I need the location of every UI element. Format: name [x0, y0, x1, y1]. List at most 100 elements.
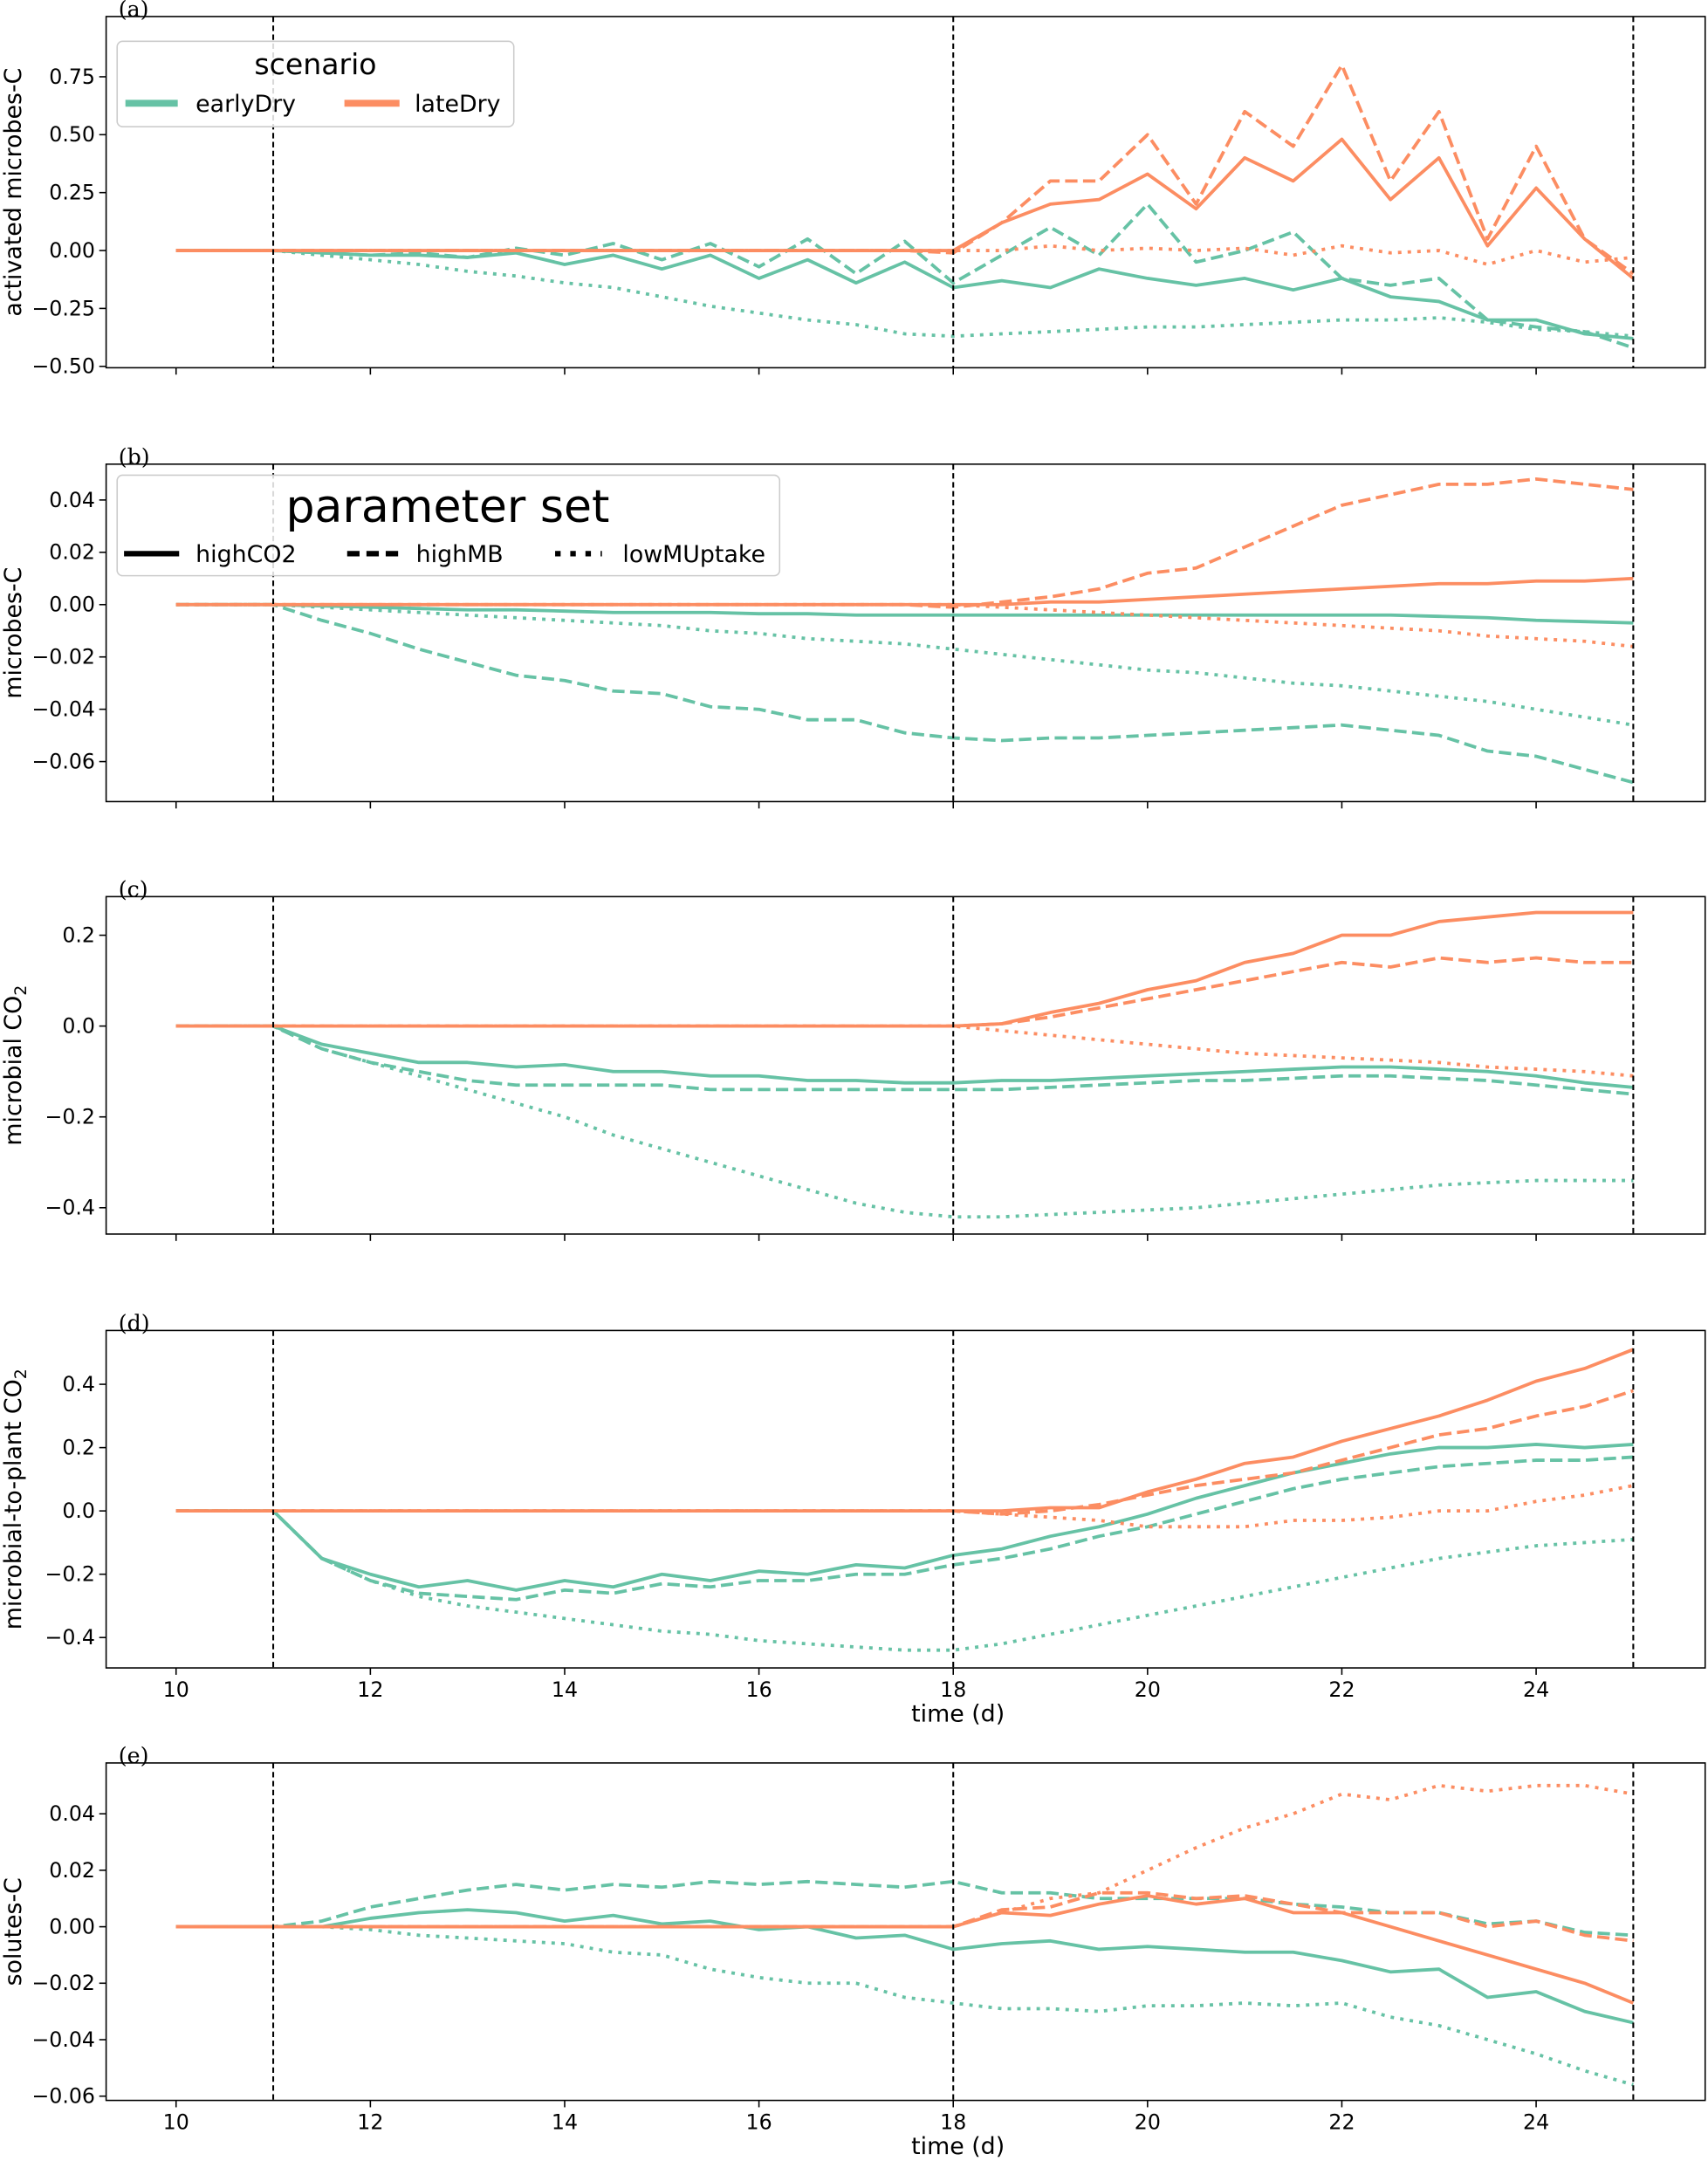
y-tick-label: 0.04 [49, 1801, 95, 1826]
panel-label: (e) [119, 1743, 149, 1768]
axes-frame [105, 1329, 1706, 1669]
panel-d: 10 12 14 16 18 20 22 24 −0.4 −0.2 0.0 0.2 0.4 (d) micr… [0, 1310, 1706, 1728]
x-tick-label: 14 [552, 1677, 578, 1702]
legend-box [116, 40, 515, 127]
y-axis-label: solutes-C [0, 1877, 27, 1986]
x-tick-label: 16 [746, 2110, 772, 2135]
y-tick-label: 0.75 [49, 65, 95, 89]
y-tick-label: −0.50 [31, 354, 95, 379]
series-line-earlyDry-lowMUptake [175, 1924, 1634, 2087]
series-line-earlyDry-highCO2 [175, 249, 1634, 340]
legend-entry-label: highMB [416, 541, 504, 568]
legend-box [116, 474, 781, 577]
x-tick-label: 10 [163, 1677, 189, 1702]
y-tick-label: −0.06 [31, 749, 95, 773]
axes-frame [105, 895, 1706, 1235]
legend-title: parameter set [285, 481, 609, 533]
y-axis-label-subscript: 2 [11, 1369, 31, 1379]
legend-entry-label: lateDry [415, 91, 501, 118]
y-tick-label: −0.04 [31, 2027, 95, 2052]
series-line-earlyDry-lowMUptake [175, 1509, 1634, 1652]
y-axis-label: microbial-to-plant CO2 [0, 1369, 31, 1629]
series-line-earlyDry-highMB [175, 602, 1634, 785]
series-line-lateDry-lowMUptake [175, 1024, 1634, 1078]
panel-label: (a) [119, 0, 149, 22]
y-tick-label: 0.00 [49, 593, 95, 617]
y-tick-label: 0.2 [62, 1436, 95, 1460]
x-tick-label: 20 [1135, 2110, 1161, 2135]
panel-label: (b) [119, 444, 150, 470]
series-line-earlyDry-highCO2 [175, 1908, 1634, 2025]
legend-scenario: scenario earlyDry lateDry [116, 40, 515, 127]
y-axis-label-text: microbial CO [0, 996, 27, 1146]
axes-frame [105, 463, 1706, 803]
legend-entry-label: earlyDry [195, 91, 296, 118]
y-tick-label: −0.25 [31, 296, 95, 320]
panel-b: −0.06 −0.04 −0.02 0.00 0.02 0.04 (b) microbes-C [0, 444, 1706, 809]
series-line-earlyDry-highMB [175, 1455, 1634, 1602]
y-tick-label: −0.4 [45, 1196, 95, 1220]
y-axis-label-text: activated microbes-C [0, 68, 27, 317]
series-line-lateDry-highMB [175, 956, 1634, 1028]
y-tick-label: 0.02 [49, 1858, 95, 1883]
x-tick-label: 24 [1523, 1677, 1549, 1702]
series-line-lateDry-lowMUptake [175, 602, 1634, 648]
panel-label: (d) [119, 1310, 150, 1335]
y-tick-label: −0.2 [45, 1105, 95, 1129]
series-line-earlyDry-highCO2 [175, 1443, 1634, 1592]
y-tick-label: 0.2 [62, 923, 95, 947]
y-tick-label: 0.50 [49, 122, 95, 147]
x-tick-label: 10 [163, 2110, 189, 2135]
series-line-lateDry-highCO2 [175, 576, 1634, 607]
legend-title: scenario [254, 47, 376, 81]
y-axis-label-text: microbial-to-plant CO [0, 1379, 27, 1629]
series-line-earlyDry-lowMUptake [175, 1024, 1634, 1219]
x-axis-label: time (d) [911, 2133, 1005, 2160]
x-tick-label: 14 [552, 2110, 578, 2135]
series-line-lateDry-highCO2 [175, 1348, 1635, 1513]
legend-parameter-set: parameter set highCO2 highMB lowMUptake [116, 474, 781, 577]
series-line-lateDry-lowMUptake [175, 1783, 1634, 1929]
series-line-earlyDry-highMB [175, 1879, 1634, 1938]
y-tick-label: 0.0 [62, 1499, 95, 1523]
x-tick-label: 22 [1328, 2110, 1355, 2135]
y-tick-label: 0.00 [49, 238, 95, 263]
panel-label: (c) [119, 876, 148, 902]
x-tick-label: 12 [357, 2110, 383, 2135]
x-tick-label: 12 [357, 1677, 383, 1702]
y-axis-label-subscript: 2 [11, 985, 31, 996]
series-line-lateDry-highCO2 [175, 137, 1635, 280]
y-axis-label-text: microbes-C [0, 567, 27, 699]
x-tick-label: 24 [1523, 2110, 1549, 2135]
series-line-earlyDry-highCO2 [175, 602, 1634, 625]
y-tick-label: −0.02 [31, 1971, 95, 1995]
panel-c: −0.4 −0.2 0.0 0.2 (c) microbial CO2 [0, 876, 1706, 1241]
y-axis-label: activated microbes-C [0, 68, 27, 317]
y-axis-label: microbial CO2 [0, 985, 31, 1146]
y-tick-label: −0.2 [45, 1562, 95, 1587]
series-line-earlyDry-highMB [175, 202, 1634, 350]
legend-entry-label: lowMUptake [622, 541, 765, 568]
y-tick-label: −0.02 [31, 645, 95, 669]
x-tick-label: 18 [940, 2110, 966, 2135]
x-tick-label: 22 [1328, 1677, 1355, 1702]
y-axis-label: microbes-C [0, 567, 27, 699]
y-tick-label: 0.0 [62, 1014, 95, 1039]
y-tick-label: −0.4 [45, 1625, 95, 1650]
series-line-lateDry-lowMUptake [175, 244, 1634, 266]
y-tick-label: 0.25 [49, 181, 95, 205]
y-tick-label: 0.02 [49, 540, 95, 565]
series-line-earlyDry-lowMUptake [175, 602, 1634, 727]
x-tick-label: 16 [746, 1677, 772, 1702]
y-tick-label: −0.06 [31, 2084, 95, 2109]
panel-e: 10 12 14 16 18 20 22 24 −0.06 −0.04 −0.02 0.00 0.02 0… [0, 1743, 1706, 2160]
y-tick-label: −0.04 [31, 697, 95, 722]
y-tick-label: 0.00 [49, 1914, 95, 1938]
series-line-earlyDry-highMB [175, 1024, 1634, 1096]
series-line-lateDry-lowMUptake [175, 1484, 1634, 1529]
series-line-earlyDry-highCO2 [175, 1024, 1634, 1089]
y-tick-label: 0.4 [62, 1372, 95, 1396]
x-tick-label: 20 [1135, 1677, 1161, 1702]
legend-entry-label: highCO2 [195, 541, 296, 568]
